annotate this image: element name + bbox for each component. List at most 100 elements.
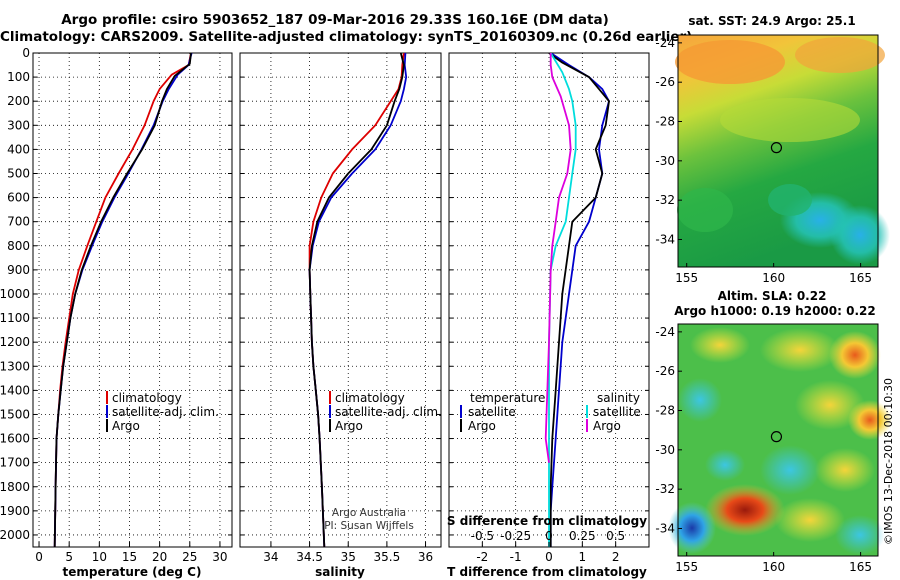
imos-credit: ©IMOS 13-Dec-2018 00:10:30 (882, 378, 895, 545)
series-line-satellite-adj-clim (53, 53, 193, 547)
sst-map: sat. SST: 24.9 Argo: 25.1 155 160 165 -24 -2… (655, 14, 890, 285)
s-diff-tick-label: -0.5 (471, 529, 494, 543)
y-tick-label: 200 (7, 94, 30, 108)
salinity-ticks: 34 34.5 35 35.5 36 (240, 52, 441, 564)
map-y-tick-label: -28 (655, 404, 675, 418)
legend-climatology-label: climatology (335, 391, 405, 405)
x-tick-label: 10 (92, 550, 107, 564)
series-line-satellite-adj-clim (308, 53, 408, 547)
x-tick-label: 35 (341, 550, 356, 564)
legend-climatology-label: climatology (112, 391, 182, 405)
map-x-tick-label: 165 (849, 560, 872, 574)
y-tick-label: 500 (7, 166, 30, 180)
difference-panel: -2 -1 0 1 2 T difference from climatology S … (447, 52, 650, 579)
map-y-tick-label: -30 (655, 443, 675, 457)
x-tick-label: 2 (612, 550, 620, 564)
x-tick-label: 34 (263, 550, 278, 564)
s-diff-tick-label: 0.25 (569, 529, 596, 543)
map-y-tick-label: -32 (655, 482, 675, 496)
y-tick-label: 700 (7, 215, 30, 229)
x-tick-label: -2 (476, 550, 488, 564)
x-tick-label: 30 (212, 550, 227, 564)
legend-satellite-label: satellite-adj. clim. (335, 405, 442, 419)
y-tick-label: 2000 (0, 528, 30, 542)
x-tick-label: 36 (418, 550, 433, 564)
x-tick-label: 5 (65, 550, 73, 564)
legend-argo-label: Argo (335, 419, 363, 433)
x-tick-label: -1 (510, 550, 522, 564)
sla-map-frame (677, 323, 879, 557)
map-x-tick-label: 155 (675, 271, 698, 285)
y-tick-label: 1100 (0, 311, 30, 325)
title-line-2: Climatology: CARS2009. Satellite-adjuste… (0, 29, 693, 45)
y-tick-label: 1200 (0, 335, 30, 349)
map-y-tick-label: -24 (655, 36, 675, 50)
series-line-temperature-satellite (549, 53, 610, 547)
x-tick-label: 20 (152, 550, 167, 564)
sla-map-texture (668, 327, 892, 555)
salinity-legend: climatology satellite-adj. clim. Argo (329, 391, 442, 433)
x-tick-label: 35.5 (374, 550, 401, 564)
y-tick-label: 1300 (0, 359, 30, 373)
x-tick-label: 1 (579, 550, 587, 564)
legend-satellite-label: satellite-adj. clim. (112, 405, 219, 419)
map-x-tick-label: 160 (762, 271, 785, 285)
map-y-tick-label: -26 (655, 364, 675, 378)
salinity-frame (239, 52, 442, 548)
series-line-salinity-Argo (544, 53, 572, 463)
y-tick-label: 1000 (0, 287, 30, 301)
y-tick-label: 1700 (0, 456, 30, 470)
s-diff-tick-label: 0 (545, 529, 553, 543)
difference-axis-label: T difference from climatology (447, 565, 647, 579)
y-tick-label: 800 (7, 239, 30, 253)
series-line-climatology (53, 53, 192, 547)
s-diff-tick-label: 0.5 (606, 529, 625, 543)
salinity-grid (240, 52, 441, 547)
legend-temperature-title: temperature (470, 391, 545, 405)
y-tick-label: 400 (7, 142, 30, 156)
y-tick-label: 100 (7, 70, 30, 84)
map-y-tick-label: -26 (655, 75, 675, 89)
salinity-axis-label: salinity (315, 565, 365, 579)
difference-lines (544, 53, 610, 547)
s-diff-tick-label: -0.25 (500, 529, 531, 543)
legend-s-satellite-label: satellite (593, 405, 641, 419)
sla-map-title-1: Altim. SLA: 0.22 (718, 289, 827, 303)
legend-salinity-title: salinity (597, 391, 640, 405)
legend-s-argo-label: Argo (593, 419, 621, 433)
temperature-grid (33, 52, 232, 547)
y-tick-label: 600 (7, 191, 30, 205)
s-difference-title: S difference from climatology (447, 514, 647, 528)
temperature-panel: 0100200300400500600700800900100011001200… (0, 46, 233, 579)
salinity-diff-legend: salinity satellite Argo (586, 391, 641, 433)
difference-ticks: -2 -1 0 1 2 (449, 52, 649, 564)
x-tick-label: 15 (122, 550, 137, 564)
map-y-tick-label: -34 (655, 232, 675, 246)
series-line-Argo (308, 53, 405, 547)
y-tick-label: 1800 (0, 480, 30, 494)
y-tick-label: 0 (22, 46, 30, 60)
series-line-temperature-Argo (548, 53, 610, 547)
sst-map-ticks: 155 160 165 -24 -26 -28 -30 -32 -34 (655, 36, 872, 285)
y-tick-label: 1900 (0, 504, 30, 518)
map-y-tick-label: -34 (655, 521, 675, 535)
map-y-tick-label: -28 (655, 115, 675, 129)
legend-t-satellite-label: satellite (468, 405, 516, 419)
temperature-diff-legend: temperature satellite Argo (460, 391, 545, 433)
y-tick-label: 300 (7, 118, 30, 132)
temperature-lines (53, 53, 193, 547)
map-y-tick-label: -30 (655, 154, 675, 168)
sst-map-title: sat. SST: 24.9 Argo: 25.1 (688, 14, 855, 28)
y-tick-label: 1600 (0, 432, 30, 446)
salinity-lines (308, 53, 408, 547)
y-tick-label: 900 (7, 263, 30, 277)
credit-pi: PI: Susan Wijffels (324, 520, 414, 532)
series-line-Argo (53, 53, 192, 547)
x-tick-label: 0 (545, 550, 553, 564)
legend-t-argo-label: Argo (468, 419, 496, 433)
x-tick-label: 34.5 (296, 550, 323, 564)
sst-map-texture (675, 37, 890, 265)
y-tick-label: 1500 (0, 407, 30, 421)
s-difference-ticks: -0.5 -0.25 0 0.25 0.5 (471, 529, 626, 543)
x-tick-label: 0 (35, 550, 43, 564)
